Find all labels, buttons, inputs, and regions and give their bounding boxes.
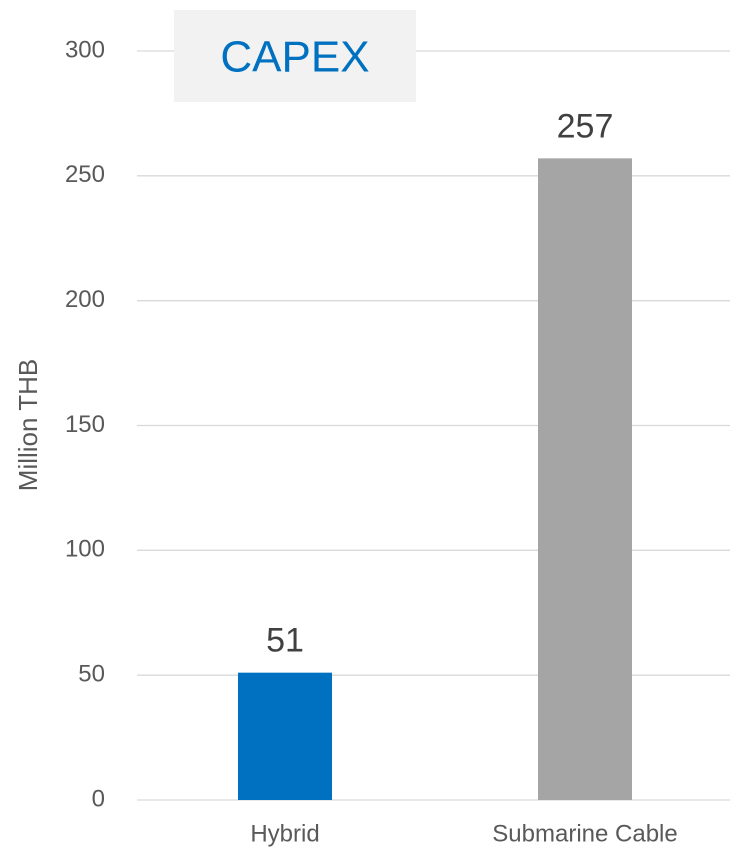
chart-title: CAPEX: [220, 33, 369, 82]
y-tick-label: 50: [78, 661, 105, 688]
y-tick-label: 200: [65, 286, 105, 313]
value-label: 51: [266, 622, 304, 660]
x-tick-label: Submarine Cable: [492, 820, 677, 847]
x-tick-label: Hybrid: [250, 820, 319, 847]
y-tick-label: 150: [65, 411, 105, 438]
title-box: [174, 10, 416, 102]
y-tick-label: 300: [65, 36, 105, 63]
y-tick-label: 250: [65, 161, 105, 188]
bar: [238, 672, 332, 800]
y-tick-label: 100: [65, 536, 105, 563]
value-label: 257: [557, 107, 614, 145]
y-tick-label: 0: [92, 785, 105, 812]
bar: [538, 158, 632, 800]
y-axis-label: Million THB: [13, 359, 43, 491]
